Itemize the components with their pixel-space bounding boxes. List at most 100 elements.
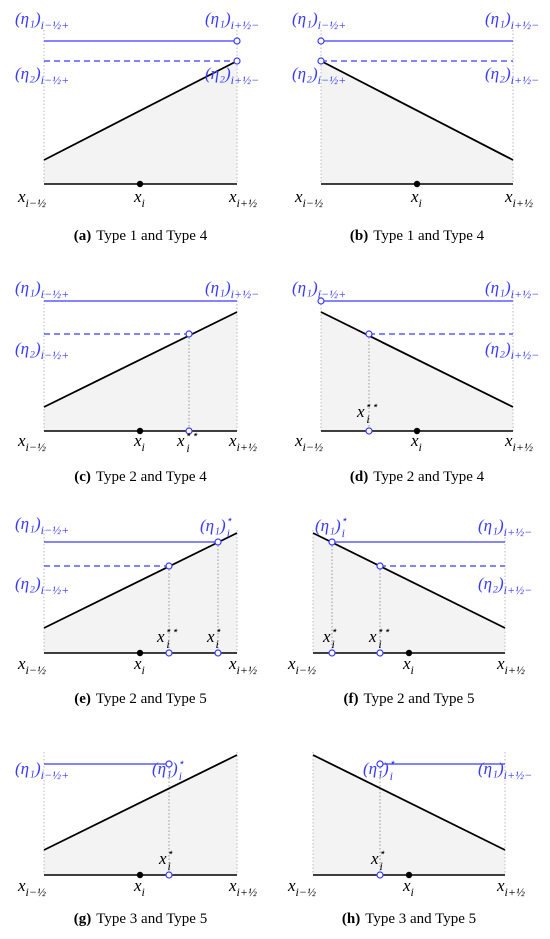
label-sub: i+½	[237, 196, 257, 210]
label-base: x	[410, 187, 419, 206]
label-base: (η₁)	[485, 278, 511, 297]
label-base: x	[294, 187, 303, 206]
point	[328, 649, 336, 657]
label-base: x	[133, 431, 142, 450]
label: (η₁)i−½+	[15, 514, 69, 537]
label-sub: i	[142, 885, 145, 899]
panel: (η₁)i−½+ (η₁)⋆ ix⋆ ixi−½ xi xi+½(g) Type 3 and…	[15, 752, 257, 927]
point	[365, 330, 373, 338]
point	[214, 649, 222, 657]
label-base: x	[294, 431, 303, 450]
label: xi	[133, 431, 145, 454]
label-base: (η₁)	[15, 514, 41, 533]
point	[214, 538, 222, 546]
label: (η₁)i−½+	[292, 9, 346, 32]
cell-center	[413, 180, 421, 188]
label-base: (η₁)	[478, 516, 504, 535]
label-base: x	[228, 654, 237, 673]
label: (η₁)i+½−	[485, 278, 539, 301]
label-sub: i+½−	[231, 73, 260, 87]
panel: (η₁)⋆ i (η₁)i+½−x⋆ ixi−½ xi xi+½(h) Type 3 and…	[287, 752, 532, 927]
label-sub: i	[331, 637, 334, 651]
label: (η₁)i+½−	[205, 9, 259, 32]
caption-tag: (h)	[342, 911, 360, 927]
label: x⋆⋆ i	[368, 625, 390, 651]
label-base: (η₂)	[485, 339, 511, 358]
label-sup: ⋆	[389, 757, 396, 769]
label-sub: i+½−	[504, 583, 533, 597]
label-sub: i−½+	[41, 768, 70, 782]
label-sub: i−½+	[41, 348, 70, 362]
label: (η₂)i−½+	[15, 339, 69, 362]
label: (η₁)⋆ i	[363, 757, 396, 783]
label-base: x	[356, 402, 365, 421]
label-sub: i+½−	[511, 287, 540, 301]
label-sup: ⋆⋆	[185, 429, 199, 441]
panel: (η₁)i−½+ (η₁)i+½−(η₂)i+½−x⋆⋆ ixi−½ xi xi+½(d…	[292, 278, 539, 486]
label: xi−½	[17, 876, 46, 899]
bottom-line	[43, 60, 238, 161]
shaded-area	[44, 61, 237, 184]
label-sub: i−½+	[318, 73, 347, 87]
label: xi+½	[496, 654, 525, 677]
label-sub: i	[142, 440, 145, 454]
label: xi+½	[504, 187, 533, 210]
caption-tag: (a)	[74, 228, 92, 244]
label-sub: i−½+	[41, 18, 70, 32]
label-base: (η₁)	[363, 759, 389, 778]
label-sub: i	[167, 859, 170, 873]
label-base: (η₁)	[15, 278, 41, 297]
shaded-area	[44, 755, 237, 875]
label-sub: i+½	[237, 440, 257, 454]
caption-text: Type 3 and Type 5	[365, 911, 476, 927]
label-sup: ⋆⋆	[165, 625, 179, 637]
bottom-line	[312, 532, 506, 629]
label: x⋆⋆ i	[356, 400, 378, 426]
label-sup: ⋆	[215, 625, 222, 637]
caption-tag: (f)	[344, 691, 359, 707]
label-sub: i+½	[237, 885, 257, 899]
label-sub: i	[379, 859, 382, 873]
label-sub: i	[166, 637, 169, 651]
label-sub: i+½−	[231, 18, 260, 32]
label-base: (η₁)	[315, 516, 341, 535]
label-sub: i+½	[513, 196, 533, 210]
label: x⋆ i	[206, 625, 222, 651]
label: xi	[402, 654, 414, 677]
label: (η₁)i−½+	[15, 759, 69, 782]
point	[376, 871, 384, 879]
caption-text: Type 2 and Type 5	[364, 691, 475, 707]
label-base: (η₁)	[152, 759, 178, 778]
caption-text: Type 1 and Type 4	[96, 228, 207, 244]
label-sub: i	[342, 526, 345, 540]
label-sub: i−½	[303, 196, 323, 210]
label: xi	[402, 876, 414, 899]
label-base: x	[17, 876, 26, 895]
panel: (η₁)⋆ i (η₁)i+½−(η₂)i+½−x⋆ i x⋆⋆ ixi−½ xi xi+½(…	[287, 514, 532, 708]
label-sub: i−½+	[41, 73, 70, 87]
label-sub: i	[390, 769, 393, 783]
point	[165, 760, 173, 768]
label: (η₂)i+½−	[478, 574, 532, 597]
caption: (c) Type 2 and Type 4	[74, 469, 207, 485]
label-base: x	[410, 431, 419, 450]
cell-center	[405, 871, 413, 879]
label-sub: i	[142, 663, 145, 677]
label-sup: ⋆⋆	[365, 400, 379, 412]
label-base: x	[133, 187, 142, 206]
caption-tag: (d)	[350, 469, 368, 485]
cell-center	[136, 180, 144, 188]
point	[317, 37, 325, 45]
label-base: x	[133, 654, 142, 673]
label: x⋆ i	[370, 847, 386, 873]
bottom-line	[312, 754, 506, 851]
label-sub: i+½	[505, 663, 525, 677]
label-sub: i	[411, 885, 414, 899]
label-base: x	[17, 187, 26, 206]
label-base: x	[287, 876, 296, 895]
label-base: x	[402, 654, 411, 673]
label-base: (η₁)	[200, 516, 226, 535]
caption-text: Type 2 and Type 4	[96, 469, 207, 485]
label-sup: ⋆	[226, 514, 233, 526]
label-sub: i+½−	[504, 525, 533, 539]
